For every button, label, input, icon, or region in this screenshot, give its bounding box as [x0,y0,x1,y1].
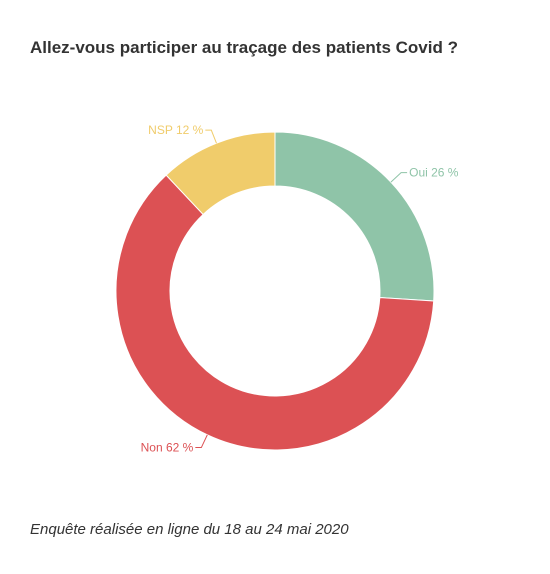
slice-label-non: Non 62 % [141,441,194,455]
survey-footnote: Enquête réalisée en ligne du 18 au 24 ma… [30,521,349,538]
donut-slices [115,131,435,451]
donut-labels: Oui 26 % Non 62 % NSP 12 % [141,123,459,454]
connector-oui [390,172,408,183]
slice-label-oui: Oui 26 % [409,166,459,180]
slice-nsp [165,131,276,216]
slice-non [115,174,435,451]
chart-title: Allez-vous participer au traçage des pat… [30,38,458,57]
slice-label-nsp: NSP 12 % [148,123,203,137]
slice-oui [274,131,435,302]
connector-nsp [205,129,217,144]
connector-non [195,434,208,449]
